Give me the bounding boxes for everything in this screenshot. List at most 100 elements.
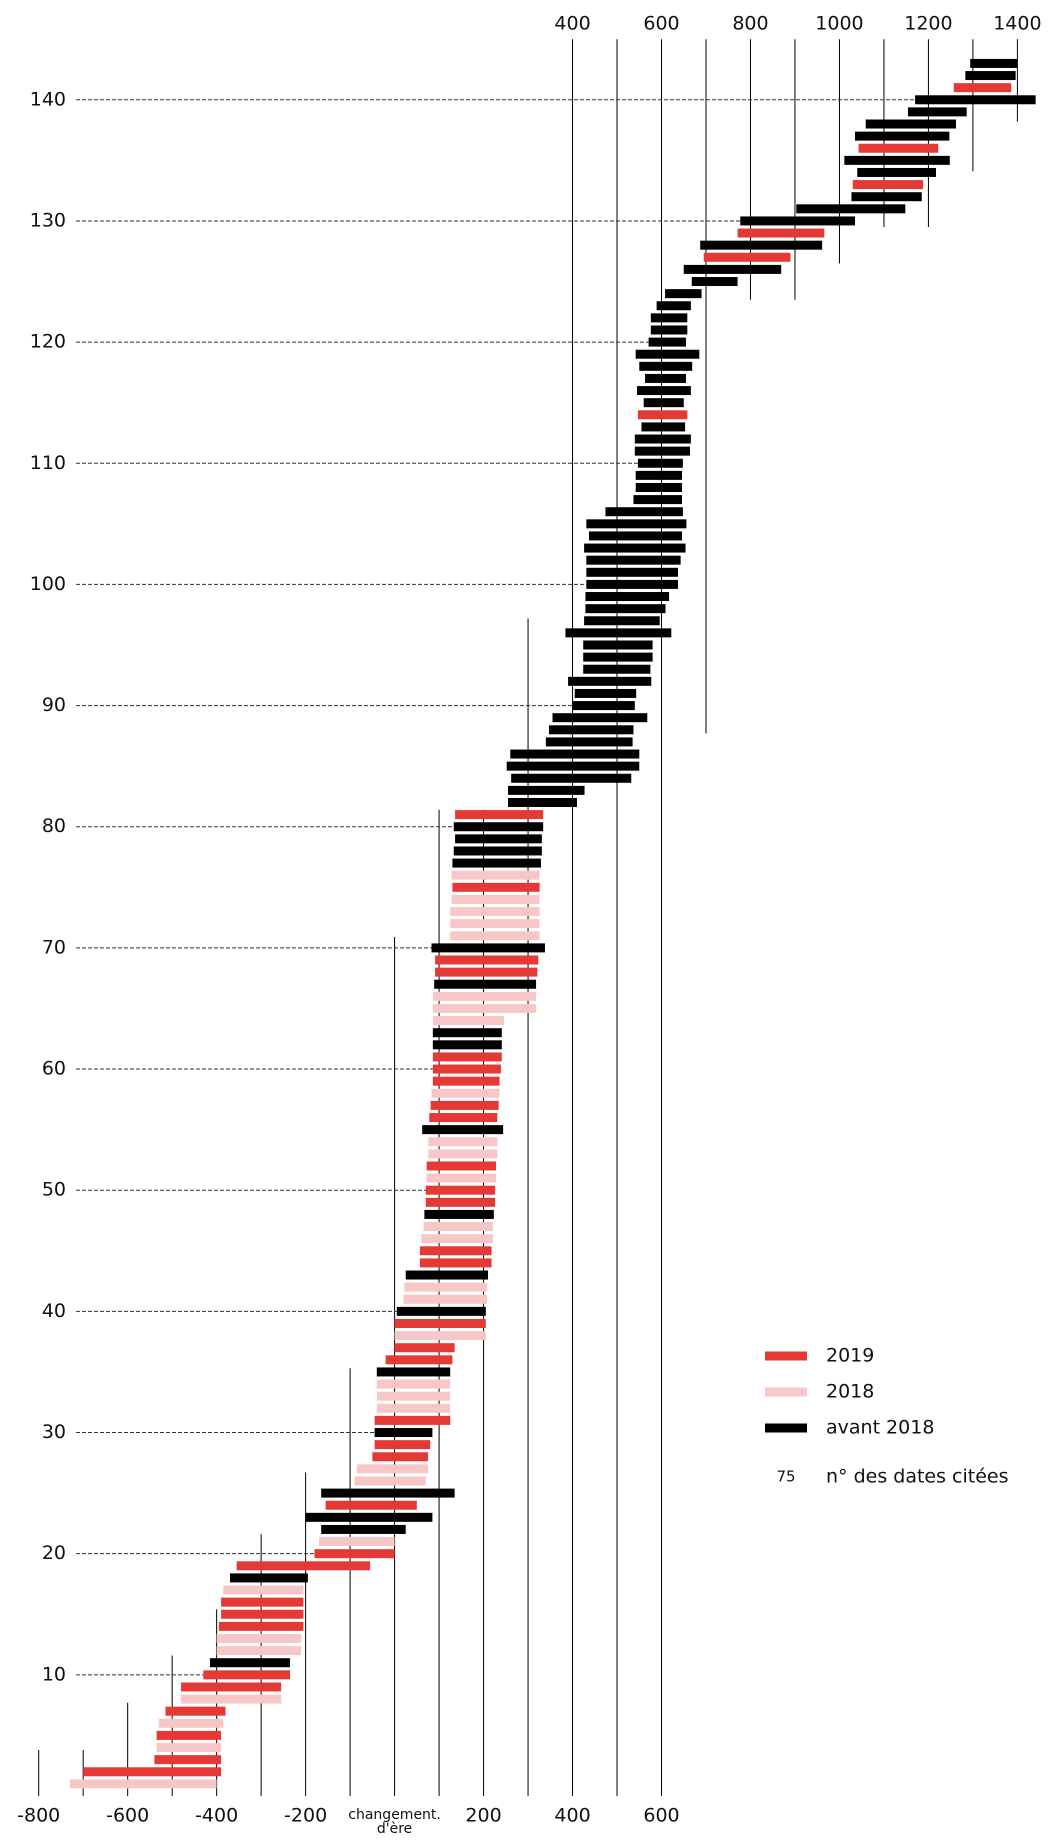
bar bbox=[683, 264, 782, 274]
bar bbox=[221, 1609, 304, 1619]
bar bbox=[374, 1415, 451, 1425]
bar bbox=[637, 410, 688, 420]
bar bbox=[181, 1682, 282, 1692]
x-tick-label: changement. d'ère bbox=[348, 1807, 441, 1837]
bar bbox=[165, 1706, 226, 1716]
bar bbox=[321, 1524, 406, 1534]
bar bbox=[641, 422, 686, 432]
x-tick-label: -600 bbox=[106, 1805, 149, 1827]
bar bbox=[426, 1161, 497, 1171]
x-tick-label: 400 bbox=[554, 1805, 590, 1827]
bar bbox=[356, 1464, 428, 1474]
y-tick-label: 90 bbox=[42, 694, 66, 716]
bar bbox=[236, 1561, 371, 1571]
bar bbox=[374, 1440, 431, 1450]
bar bbox=[216, 1646, 302, 1656]
bar bbox=[970, 58, 1017, 68]
bar bbox=[428, 1137, 498, 1147]
bar bbox=[396, 1306, 486, 1316]
bar bbox=[419, 1258, 492, 1268]
bar bbox=[376, 1367, 451, 1377]
bar bbox=[376, 1379, 451, 1389]
bar bbox=[965, 71, 1016, 81]
bar bbox=[865, 119, 957, 129]
y-tick-label: 10 bbox=[42, 1663, 66, 1685]
bar bbox=[156, 1743, 222, 1753]
bar bbox=[83, 1767, 222, 1777]
bar bbox=[511, 773, 632, 783]
bar bbox=[915, 95, 1036, 105]
y-tick-label: 130 bbox=[30, 209, 66, 231]
bar bbox=[432, 1064, 501, 1074]
bar bbox=[455, 810, 544, 820]
bar bbox=[852, 180, 924, 190]
bar bbox=[586, 519, 687, 529]
bar bbox=[453, 822, 544, 832]
legend-swatch bbox=[765, 1423, 807, 1433]
x-tick-label: -200 bbox=[284, 1805, 327, 1827]
bar bbox=[218, 1621, 304, 1631]
bar bbox=[216, 1633, 302, 1643]
bar bbox=[405, 1270, 489, 1280]
bar bbox=[639, 361, 693, 371]
bar bbox=[508, 797, 577, 807]
bar bbox=[737, 228, 825, 238]
bar bbox=[855, 131, 950, 141]
bar bbox=[181, 1694, 282, 1704]
legend-label: 2019 bbox=[826, 1345, 874, 1367]
y-tick-label: 140 bbox=[30, 88, 66, 110]
bar bbox=[318, 1537, 395, 1547]
bar bbox=[450, 919, 540, 929]
bar bbox=[665, 289, 702, 299]
bar bbox=[548, 725, 634, 735]
bar bbox=[69, 1779, 217, 1789]
bar bbox=[452, 858, 541, 868]
bar bbox=[434, 979, 537, 989]
bar bbox=[851, 192, 922, 202]
bar bbox=[565, 628, 672, 638]
y-tick-label: 60 bbox=[42, 1058, 66, 1080]
bar bbox=[545, 737, 633, 747]
legend-note-text: n° des dates citées bbox=[826, 1466, 1009, 1488]
bar bbox=[374, 1428, 433, 1438]
bar bbox=[572, 701, 635, 711]
bar bbox=[455, 834, 542, 844]
bar bbox=[656, 301, 691, 311]
bar bbox=[432, 1052, 502, 1062]
bar bbox=[451, 894, 540, 904]
legend-label: 2018 bbox=[826, 1381, 874, 1403]
bar bbox=[203, 1670, 291, 1680]
bar bbox=[428, 1149, 498, 1159]
bar bbox=[453, 846, 542, 856]
bar bbox=[425, 1185, 496, 1195]
bar bbox=[637, 386, 691, 396]
bar bbox=[648, 337, 686, 347]
bar bbox=[432, 1016, 505, 1026]
bar bbox=[634, 446, 690, 456]
bar bbox=[650, 325, 688, 335]
legend-label: avant 2018 bbox=[826, 1417, 934, 1439]
bar bbox=[450, 931, 540, 941]
bar bbox=[314, 1549, 395, 1559]
bar bbox=[354, 1476, 426, 1486]
bar bbox=[425, 1197, 496, 1207]
x-tick-label: 1000 bbox=[815, 13, 863, 35]
bar bbox=[584, 616, 660, 626]
bar bbox=[429, 1113, 498, 1123]
bar bbox=[305, 1512, 433, 1522]
bar bbox=[422, 1125, 504, 1135]
bar bbox=[586, 579, 678, 589]
bar bbox=[229, 1573, 308, 1583]
y-tick-label: 50 bbox=[42, 1179, 66, 1201]
bar bbox=[394, 1343, 455, 1353]
bar bbox=[508, 785, 585, 795]
bar bbox=[430, 1100, 499, 1110]
bar bbox=[510, 749, 640, 759]
y-tick-label: 100 bbox=[30, 573, 66, 595]
bar bbox=[154, 1755, 222, 1765]
y-tick-label: 110 bbox=[30, 452, 66, 474]
bar bbox=[953, 83, 1012, 93]
bar bbox=[431, 1088, 500, 1098]
bar bbox=[325, 1500, 417, 1510]
bar bbox=[421, 1234, 493, 1244]
